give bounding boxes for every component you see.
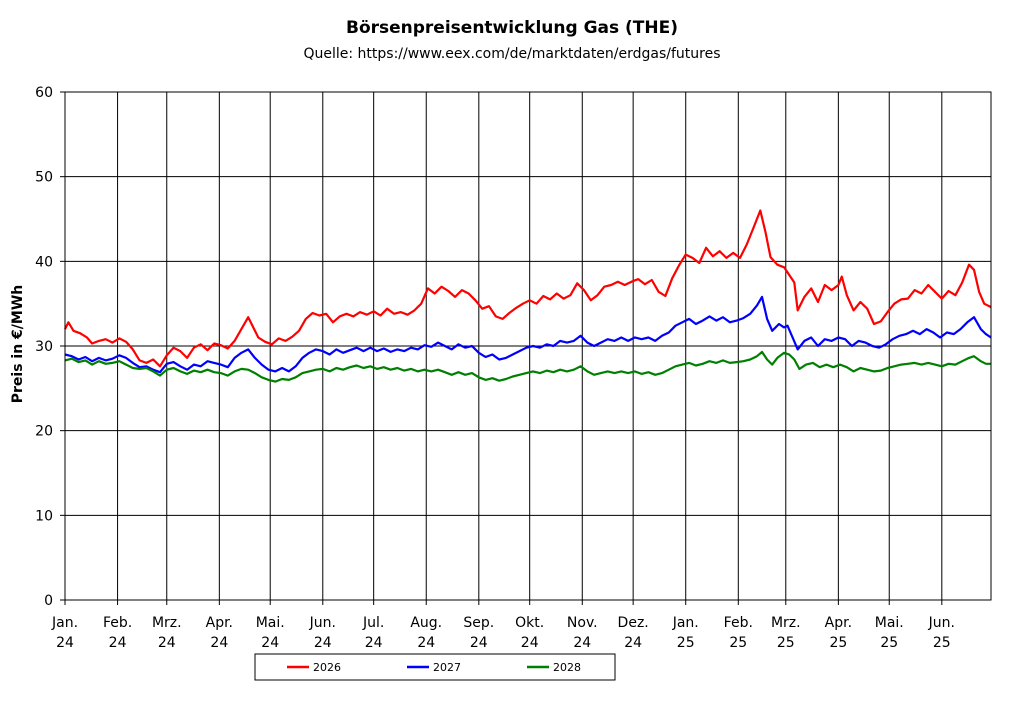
legend-label-2028: 2028 (553, 661, 581, 674)
x-tick-label-year: 24 (109, 635, 127, 651)
x-tick-label-month: Aug. (410, 615, 442, 631)
x-tick-label-year: 24 (470, 635, 488, 651)
x-tick-label-year: 24 (624, 635, 642, 651)
x-tick-label-month: Apr. (206, 615, 233, 631)
x-tick-label-year: 24 (210, 635, 228, 651)
y-tick-label: 10 (35, 508, 53, 524)
y-tick-label: 0 (44, 593, 53, 609)
x-tick-label-year: 24 (314, 635, 332, 651)
x-tick-label-month: Jan. (672, 615, 699, 631)
chart-subtitle: Quelle: https://www.eex.com/de/marktdate… (303, 46, 721, 62)
legend-label-2027: 2027 (433, 661, 461, 674)
x-tick-labels: Jan. 24 Feb. 24 Mrz. 24 Apr. 24 Mai. 24 Jun. 24 Jul.… (51, 615, 955, 651)
x-tick-label-month: Jul. (362, 615, 384, 631)
x-tick-label-month: Okt. (515, 615, 544, 631)
x-tick-label-month: Jan. (51, 615, 78, 631)
x-tick-label-month: Mrz. (152, 615, 182, 631)
series-lines (64, 209, 992, 383)
x-tick-label-month: Nov. (567, 615, 598, 631)
x-tick-label-year: 25 (829, 635, 847, 651)
x-tick-label-month: Feb. (724, 615, 753, 631)
series-line-2026 (64, 209, 992, 368)
y-tick-label: 30 (35, 339, 53, 355)
x-tick-label-year: 24 (417, 635, 435, 651)
x-tick-label-year: 25 (933, 635, 951, 651)
x-tick-label-month: Apr. (825, 615, 852, 631)
series-line-2028 (64, 350, 991, 383)
y-tick-label: 40 (35, 254, 53, 270)
x-tick-label-year: 25 (729, 635, 747, 651)
x-tick-label-month: Jun. (928, 615, 955, 631)
chart-title: Börsenpreisentwicklung Gas (THE) (345, 18, 679, 38)
x-tick-label-month: Sep. (463, 615, 494, 631)
x-tick-label-year: 24 (365, 635, 383, 651)
x-tick-label-year: 24 (56, 635, 74, 651)
x-tick-label-year: 25 (880, 635, 898, 651)
y-tick-labels: 0 10 20 30 40 50 60 (35, 85, 53, 609)
x-tick-label-year: 24 (261, 635, 279, 651)
x-tick-label-month: Mrz. (771, 615, 801, 631)
x-tick-label-year: 24 (521, 635, 539, 651)
x-tick-label-year: 24 (158, 635, 176, 651)
y-tick-label: 50 (35, 170, 53, 186)
x-tick-label-month: Dez. (618, 615, 649, 631)
x-tick-label-year: 25 (777, 635, 795, 651)
legend: 2026 2027 2028 (254, 653, 616, 681)
y-axis-label: Preis in €/MWh (10, 285, 26, 404)
x-tick-label-year: 25 (677, 635, 695, 651)
y-tick-label: 60 (35, 85, 53, 101)
plot-frame (64, 91, 992, 601)
x-tick-label-month: Mai. (875, 615, 904, 631)
x-tick-label-month: Mai. (256, 615, 285, 631)
x-tick-label-month: Jun. (309, 615, 336, 631)
x-tick-label-month: Feb. (103, 615, 132, 631)
x-tick-label-year: 24 (573, 635, 591, 651)
series-line-2027 (64, 295, 992, 374)
legend-box (254, 653, 616, 681)
y-tick-label: 20 (35, 424, 53, 440)
legend-label-2026: 2026 (313, 661, 341, 674)
